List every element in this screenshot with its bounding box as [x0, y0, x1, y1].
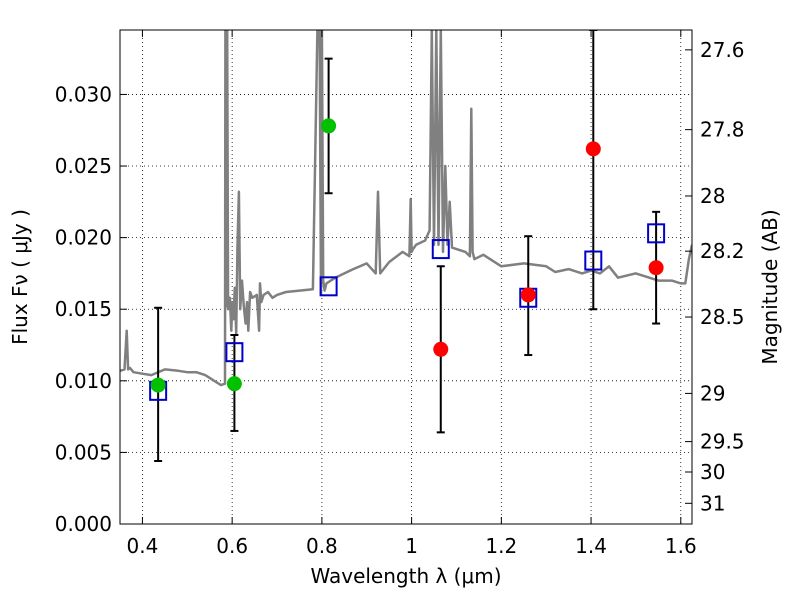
y2-tick-label: 27.8: [700, 118, 745, 142]
x-tick-label: 0.8: [306, 534, 338, 558]
model-point: [225, 342, 244, 363]
spectrum-line: [120, 30, 692, 387]
detection-point: [226, 376, 242, 392]
y2-tick-label: 28.2: [700, 239, 745, 263]
x-tick-label: 1.6: [665, 534, 697, 558]
grid: [120, 30, 692, 525]
y2-tick-label: 28.5: [700, 305, 745, 329]
model-point: [431, 239, 450, 260]
x-tick-label: 1.4: [575, 534, 607, 558]
x-tick-label: 0.6: [216, 534, 248, 558]
y-tick-label: 0.010: [55, 369, 112, 393]
detection-point: [150, 377, 166, 393]
y-tick-label: 0.000: [55, 512, 112, 536]
red-point: [433, 341, 449, 357]
y-tick-label: 0.030: [55, 82, 112, 106]
detection-point: [321, 118, 337, 134]
y2-axis-label: Magnitude (AB): [758, 209, 782, 364]
y2-tick-label: 28: [700, 184, 725, 208]
x-tick-label: 1.2: [485, 534, 517, 558]
red-point: [585, 141, 601, 157]
y2-tick-label: 30: [700, 460, 725, 484]
x-tick-label: 1: [405, 534, 418, 558]
red-point: [520, 287, 536, 303]
y2-tick-label: 29: [700, 381, 725, 405]
model-point: [647, 223, 666, 244]
red-point: [648, 260, 664, 276]
y2-tick-label: 31: [700, 491, 725, 515]
x-tick-label: 0.4: [127, 534, 159, 558]
y-tick-label: 0.025: [55, 154, 112, 178]
axes-ticks: 0.4 0.6 0.8 1 1.2 1.4 1.6 0.000 0.005 0.010 0.015 0…: [55, 30, 745, 558]
y-axis-label: Flux Fν ( μJy ): [8, 209, 32, 345]
y2-tick-label: 29.5: [700, 430, 745, 454]
plot-area: [120, 30, 692, 462]
y-tick-label: 0.020: [55, 226, 112, 250]
model-point: [319, 276, 338, 297]
y-tick-label: 0.005: [55, 440, 112, 464]
x-axis-label: Wavelength λ (μm): [310, 564, 501, 588]
y2-tick-label: 27.6: [700, 38, 745, 62]
model-point: [584, 250, 603, 271]
plot-frame: [119, 29, 693, 525]
y-tick-label: 0.015: [55, 297, 112, 321]
